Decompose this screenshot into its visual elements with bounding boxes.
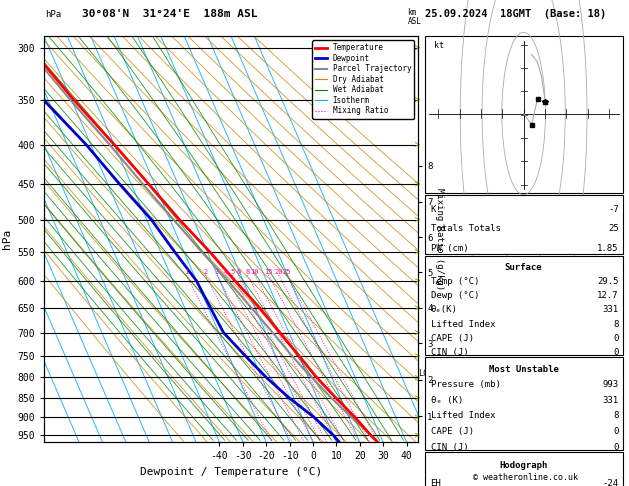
Text: 8: 8: [613, 319, 619, 329]
Text: © weatheronline.co.uk: © weatheronline.co.uk: [473, 473, 577, 482]
Text: Totals Totals: Totals Totals: [430, 224, 501, 233]
Text: 0: 0: [613, 443, 619, 451]
Text: 15: 15: [264, 269, 273, 275]
Text: 8: 8: [613, 412, 619, 420]
Bar: [425, 195, 623, 254]
Bar: [425, 357, 623, 451]
Text: 6: 6: [236, 269, 240, 275]
Text: 25.09.2024  18GMT  (Base: 18): 25.09.2024 18GMT (Base: 18): [425, 9, 606, 19]
Text: 29.5: 29.5: [598, 277, 619, 286]
Text: θₑ (K): θₑ (K): [430, 396, 463, 405]
Text: 2: 2: [203, 269, 208, 275]
Text: hPa: hPa: [45, 10, 62, 19]
Text: θₑ(K): θₑ(K): [430, 305, 457, 314]
Text: CIN (J): CIN (J): [430, 348, 468, 357]
Text: K: K: [430, 205, 436, 213]
Text: LCL: LCL: [418, 369, 433, 378]
Text: 331: 331: [603, 305, 619, 314]
Text: 12.7: 12.7: [598, 291, 619, 300]
Y-axis label: hPa: hPa: [2, 229, 12, 249]
Text: Lifted Index: Lifted Index: [430, 412, 495, 420]
Text: 1: 1: [184, 269, 189, 275]
Bar: [425, 452, 623, 486]
Text: PW (cm): PW (cm): [430, 244, 468, 253]
Text: CIN (J): CIN (J): [430, 443, 468, 451]
Text: Hodograph: Hodograph: [499, 461, 548, 470]
Bar: [425, 256, 623, 355]
Text: 331: 331: [603, 396, 619, 405]
Text: 5: 5: [230, 269, 235, 275]
Text: 4: 4: [223, 269, 228, 275]
Text: 0: 0: [613, 348, 619, 357]
Text: -7: -7: [608, 205, 619, 213]
Text: 30°08'N  31°24'E  188m ASL: 30°08'N 31°24'E 188m ASL: [82, 9, 257, 19]
Y-axis label: Mixing Ratio (g/kg): Mixing Ratio (g/kg): [435, 188, 444, 291]
Text: 25: 25: [608, 224, 619, 233]
Text: 0: 0: [613, 334, 619, 343]
Text: 20: 20: [274, 269, 283, 275]
Text: Surface: Surface: [505, 263, 542, 272]
Text: CAPE (J): CAPE (J): [430, 334, 474, 343]
Text: CAPE (J): CAPE (J): [430, 427, 474, 436]
Text: Temp (°C): Temp (°C): [430, 277, 479, 286]
Text: -24: -24: [603, 479, 619, 486]
Text: Dewp (°C): Dewp (°C): [430, 291, 479, 300]
Text: 25: 25: [282, 269, 291, 275]
Text: kt: kt: [435, 40, 445, 50]
Bar: [425, 36, 623, 192]
Text: Lifted Index: Lifted Index: [430, 319, 495, 329]
Legend: Temperature, Dewpoint, Parcel Trajectory, Dry Adiabat, Wet Adiabat, Isotherm, Mi: Temperature, Dewpoint, Parcel Trajectory…: [312, 40, 415, 119]
Text: km
ASL: km ASL: [408, 8, 421, 26]
Text: 8: 8: [245, 269, 250, 275]
Text: 993: 993: [603, 381, 619, 389]
Text: Most Unstable: Most Unstable: [489, 365, 559, 374]
Text: 1.85: 1.85: [598, 244, 619, 253]
Text: Pressure (mb): Pressure (mb): [430, 381, 501, 389]
X-axis label: Dewpoint / Temperature (°C): Dewpoint / Temperature (°C): [140, 467, 322, 477]
Text: 0: 0: [613, 427, 619, 436]
Text: 3: 3: [215, 269, 219, 275]
Text: 10: 10: [250, 269, 259, 275]
Text: EH: EH: [430, 479, 442, 486]
